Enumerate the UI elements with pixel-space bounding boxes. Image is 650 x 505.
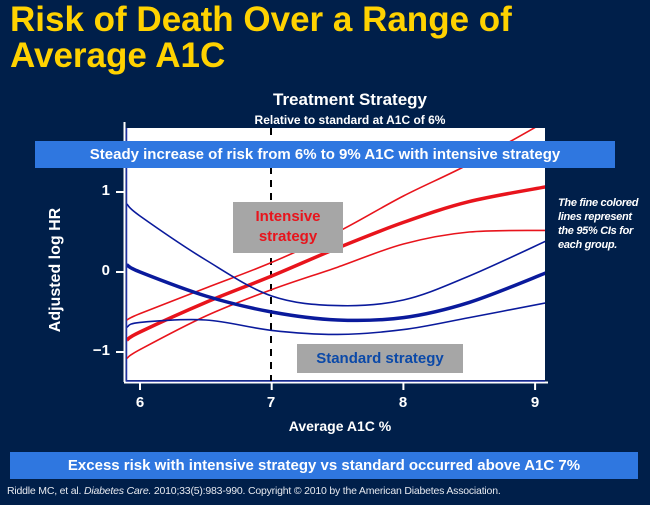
- series-line-intensive-strategy: [127, 185, 545, 342]
- series-line-standard-upper-95-ci: [127, 203, 545, 307]
- ci-side-note: The fine colored lines represent the 95%…: [558, 197, 639, 251]
- y-tick-0: 0: [101, 262, 110, 279]
- slide-title-line2: Average A1C: [10, 36, 226, 75]
- y-tick-1: 1: [101, 182, 110, 199]
- x-axis-label: Average A1C %: [288, 418, 392, 434]
- series-group: [127, 128, 545, 360]
- series-line-intensive-lower-95-ci: [127, 229, 545, 360]
- x-tick-6: 6: [135, 394, 145, 411]
- slide-title: Risk of Death Over a Range of Average A1…: [10, 2, 512, 74]
- series-line-standard-strategy: [127, 263, 545, 323]
- chart-subtitle: Relative to standard at A1C of 6%: [254, 113, 446, 127]
- citation: Riddle MC, et al. Diabetes Care. 2010;33…: [7, 485, 501, 497]
- x-tick-8: 8: [398, 394, 408, 411]
- standard-strategy-label: Standard strategy: [297, 344, 463, 373]
- y-axis-label: Adjusted log HR: [47, 207, 64, 333]
- x-tick-7: 7: [266, 394, 276, 411]
- axis-ticks: [116, 191, 537, 390]
- citation-details: 2010;33(5):983-990. Copyright © 2010 by …: [153, 485, 501, 497]
- citation-journal: Diabetes Care.: [83, 485, 152, 497]
- citation-authors: Riddle MC, et al.: [7, 485, 82, 497]
- series-line-standard-lower-95-ci: [127, 302, 545, 336]
- bottom-banner: Excess risk with intensive strategy vs s…: [10, 452, 638, 479]
- slide-title-line1: Risk of Death Over a Range of: [10, 0, 512, 39]
- intensive-strategy-text: Intensive strategy: [255, 208, 321, 245]
- x-tick-9: 9: [530, 394, 540, 411]
- chart-title: Treatment Strategy: [273, 90, 427, 109]
- intensive-strategy-label: Intensive strategy: [233, 202, 343, 253]
- y-tick-neg1: −1: [92, 342, 110, 359]
- top-banner: Steady increase of risk from 6% to 9% A1…: [35, 141, 615, 168]
